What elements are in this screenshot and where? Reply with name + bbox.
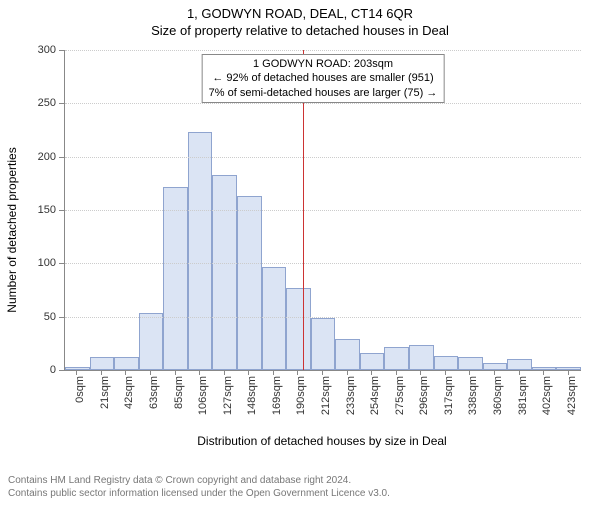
x-tick-mark (150, 370, 151, 375)
y-tick-mark (59, 103, 64, 104)
x-tick-mark (519, 370, 520, 375)
chart-title-main: 1, GODWYN ROAD, DEAL, CT14 6QR (0, 6, 600, 21)
y-tick-label: 100 (38, 257, 56, 269)
x-tick-mark (445, 370, 446, 375)
x-tick-label: 423sqm (566, 376, 578, 415)
x-tick-mark (101, 370, 102, 375)
x-tick-label: 317sqm (443, 376, 455, 415)
annotation-box: 1 GODWYN ROAD: 203sqm ← 92% of detached … (202, 54, 445, 103)
gridline (65, 210, 581, 211)
bar (188, 132, 213, 370)
x-axis-label: Distribution of detached houses by size … (64, 434, 580, 448)
chart-title-sub: Size of property relative to detached ho… (0, 23, 600, 38)
y-tick-mark (59, 263, 64, 264)
chart-area: Number of detached properties 1 GODWYN R… (30, 50, 590, 450)
gridline (65, 50, 581, 51)
bar (483, 363, 508, 370)
x-tick-mark (568, 370, 569, 375)
y-tick-mark (59, 157, 64, 158)
bar (65, 367, 90, 370)
x-tick-mark (322, 370, 323, 375)
y-tick-label: 50 (44, 311, 56, 323)
annotation-line3: 7% of semi-detached houses are larger (7… (209, 86, 438, 100)
bar (90, 357, 115, 370)
footer-line1: Contains HM Land Registry data © Crown c… (8, 474, 390, 487)
x-tick-mark (199, 370, 200, 375)
footer-attribution: Contains HM Land Registry data © Crown c… (8, 474, 390, 500)
x-tick-mark (248, 370, 249, 375)
x-tick-label: 0sqm (74, 376, 86, 403)
x-tick-mark (76, 370, 77, 375)
x-tick-label: 360sqm (492, 376, 504, 415)
bar (507, 359, 532, 370)
bar (262, 267, 287, 370)
y-tick-label: 0 (50, 364, 56, 376)
y-tick-mark (59, 50, 64, 51)
gridline (65, 317, 581, 318)
y-tick-label: 150 (38, 204, 56, 216)
x-tick-mark (273, 370, 274, 375)
y-tick-label: 300 (38, 44, 56, 56)
bar (212, 175, 237, 370)
x-tick-label: 233sqm (345, 376, 357, 415)
x-tick-label: 338sqm (467, 376, 479, 415)
x-tick-mark (371, 370, 372, 375)
bar (384, 347, 409, 370)
x-tick-label: 42sqm (123, 376, 135, 409)
bar (458, 357, 483, 370)
y-tick-label: 200 (38, 151, 56, 163)
x-tick-label: 275sqm (394, 376, 406, 415)
x-tick-label: 127sqm (222, 376, 234, 415)
x-tick-label: 296sqm (418, 376, 430, 415)
bar (286, 288, 311, 370)
x-tick-label: 190sqm (295, 376, 307, 415)
gridline (65, 263, 581, 264)
x-tick-mark (420, 370, 421, 375)
x-tick-mark (494, 370, 495, 375)
x-tick-label: 402sqm (541, 376, 553, 415)
bar (434, 356, 459, 370)
x-tick-label: 169sqm (271, 376, 283, 415)
plot-area: 1 GODWYN ROAD: 203sqm ← 92% of detached … (64, 50, 581, 371)
y-axis-label: Number of detached properties (5, 147, 19, 312)
gridline (65, 157, 581, 158)
footer-line2: Contains public sector information licen… (8, 487, 390, 500)
x-tick-mark (175, 370, 176, 375)
x-tick-mark (297, 370, 298, 375)
bar (335, 339, 360, 370)
bar (409, 345, 434, 370)
bar (556, 367, 581, 370)
x-tick-mark (543, 370, 544, 375)
x-tick-mark (224, 370, 225, 375)
bar (360, 353, 385, 370)
x-tick-label: 148sqm (246, 376, 258, 415)
bar (114, 357, 139, 370)
x-tick-label: 212sqm (320, 376, 332, 415)
x-tick-label: 254sqm (369, 376, 381, 415)
bar (163, 187, 188, 370)
x-tick-mark (396, 370, 397, 375)
annotation-line1: 1 GODWYN ROAD: 203sqm (209, 57, 438, 71)
x-tick-label: 381sqm (517, 376, 529, 415)
y-tick-mark (59, 210, 64, 211)
x-tick-mark (469, 370, 470, 375)
bar (139, 313, 164, 370)
x-tick-label: 106sqm (197, 376, 209, 415)
x-tick-mark (125, 370, 126, 375)
x-tick-label: 85sqm (173, 376, 185, 409)
bar (311, 318, 336, 370)
x-tick-label: 63sqm (148, 376, 160, 409)
x-tick-label: 21sqm (99, 376, 111, 409)
x-tick-mark (347, 370, 348, 375)
annotation-line2: ← 92% of detached houses are smaller (95… (209, 71, 438, 85)
gridline (65, 103, 581, 104)
y-tick-mark (59, 370, 64, 371)
y-tick-label: 250 (38, 97, 56, 109)
y-tick-mark (59, 317, 64, 318)
bar (237, 196, 262, 370)
